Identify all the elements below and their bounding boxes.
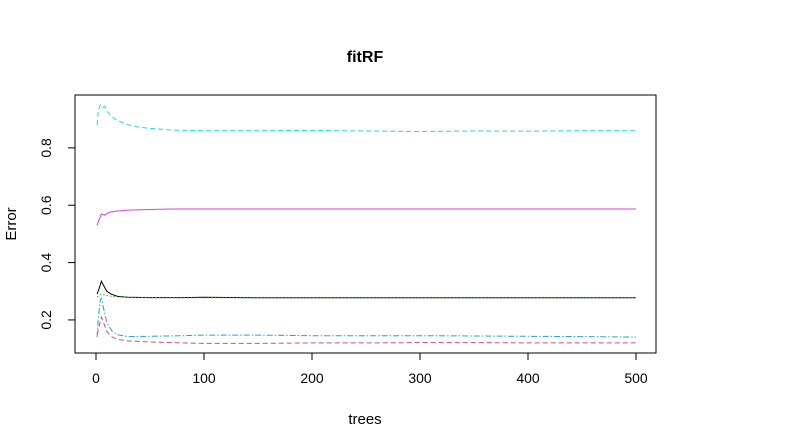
x-tick-label: 0 xyxy=(92,370,100,386)
series-line-3 xyxy=(96,279,636,299)
series-line-4 xyxy=(96,293,636,299)
y-tick-label: 0.2 xyxy=(38,310,54,330)
series-line-2 xyxy=(96,208,636,226)
series-line-5 xyxy=(96,297,637,338)
y-tick-label: 0.8 xyxy=(38,138,54,158)
y-axis: 0.2 0.4 0.6 0.8 xyxy=(38,138,76,330)
series-line-1 xyxy=(96,103,636,133)
chart-title: fitRF xyxy=(347,49,384,66)
series-layer xyxy=(96,103,637,344)
y-tick-label: 0.6 xyxy=(38,195,54,215)
series-line-6 xyxy=(96,315,636,344)
x-tick-label: 200 xyxy=(300,370,324,386)
x-tick-label: 100 xyxy=(192,370,216,386)
x-tick-label: 300 xyxy=(408,370,432,386)
x-axis: 0 100 200 300 400 500 xyxy=(92,352,648,386)
plot-frame xyxy=(74,94,657,354)
x-axis-label: trees xyxy=(348,411,381,428)
y-tick-label: 0.4 xyxy=(38,253,54,273)
x-tick-label: 500 xyxy=(624,370,648,386)
x-tick-label: 400 xyxy=(516,370,540,386)
y-axis-label: Error xyxy=(3,207,20,240)
